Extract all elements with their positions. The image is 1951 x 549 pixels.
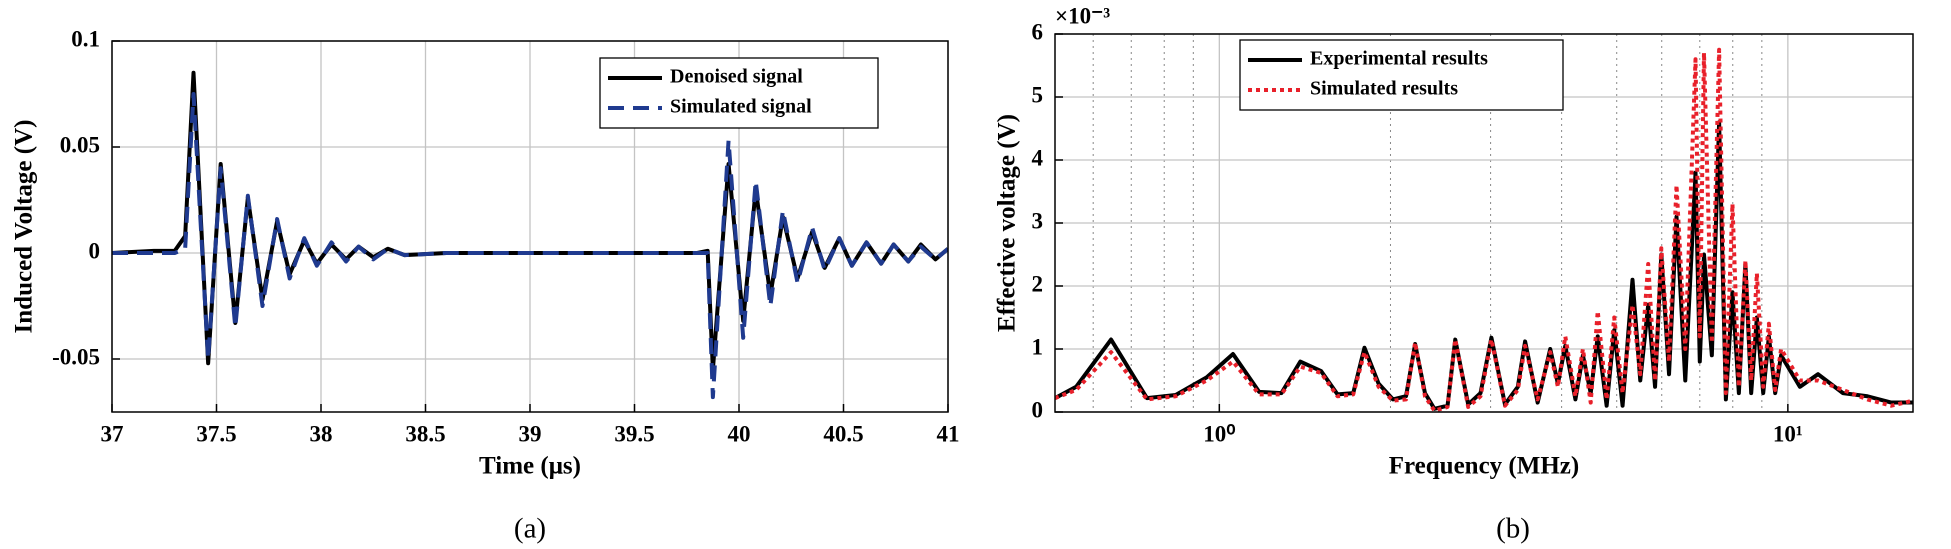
- y-tick-label: 6: [1032, 19, 1044, 44]
- x-tick-label: 40.5: [823, 421, 863, 446]
- x-axis-label: Frequency (MHz): [1389, 453, 1579, 480]
- plot-frame: [1054, 33, 1914, 413]
- y-axis-label: Effective voltage (V): [994, 114, 1021, 332]
- x-tick-label: 37: [101, 421, 124, 446]
- x-tick-label: 40: [728, 421, 751, 446]
- x-tick-label: 38.5: [405, 421, 445, 446]
- panel-caption: (b): [1496, 513, 1530, 545]
- legend-label: Experimental results: [1310, 48, 1488, 70]
- y-tick-label: 0.05: [60, 132, 100, 157]
- y-tick-label: 0: [1032, 397, 1044, 422]
- y-tick-label: -0.05: [52, 344, 100, 369]
- x-tick-label: 41: [937, 421, 960, 446]
- plot-frame: [111, 40, 949, 413]
- series-line: [112, 92, 948, 400]
- x-tick-label: 10⁰: [1203, 421, 1235, 446]
- x-tick-label: 39.5: [614, 421, 654, 446]
- y-tick-label: 3: [1032, 208, 1044, 233]
- legend-label: Simulated results: [1310, 78, 1458, 100]
- y-tick-label: 0.1: [71, 26, 100, 51]
- x-tick-label: 37.5: [196, 421, 236, 446]
- y-multiplier: ×10⁻³: [1055, 3, 1110, 28]
- y-tick-label: 5: [1032, 82, 1044, 107]
- y-tick-label: 0: [89, 238, 101, 263]
- legend-label: Simulated signal: [670, 96, 812, 118]
- x-tick-label: 10¹: [1773, 421, 1803, 446]
- legend-box: [1239, 39, 1564, 111]
- x-tick-label: 39: [519, 421, 542, 446]
- y-tick-label: 2: [1032, 271, 1044, 296]
- panel-caption: (a): [514, 513, 546, 545]
- y-tick-label: 1: [1032, 334, 1044, 359]
- y-axis-label: Induced Voltage (V): [11, 120, 38, 334]
- x-axis-label: Time (μs): [479, 453, 581, 480]
- legend-box: [599, 57, 879, 129]
- legend-label: Denoised signal: [670, 66, 803, 88]
- y-tick-label: 4: [1032, 145, 1044, 170]
- x-tick-label: 38: [310, 421, 333, 446]
- series-line: [1055, 120, 1913, 411]
- series-line: [1055, 47, 1913, 412]
